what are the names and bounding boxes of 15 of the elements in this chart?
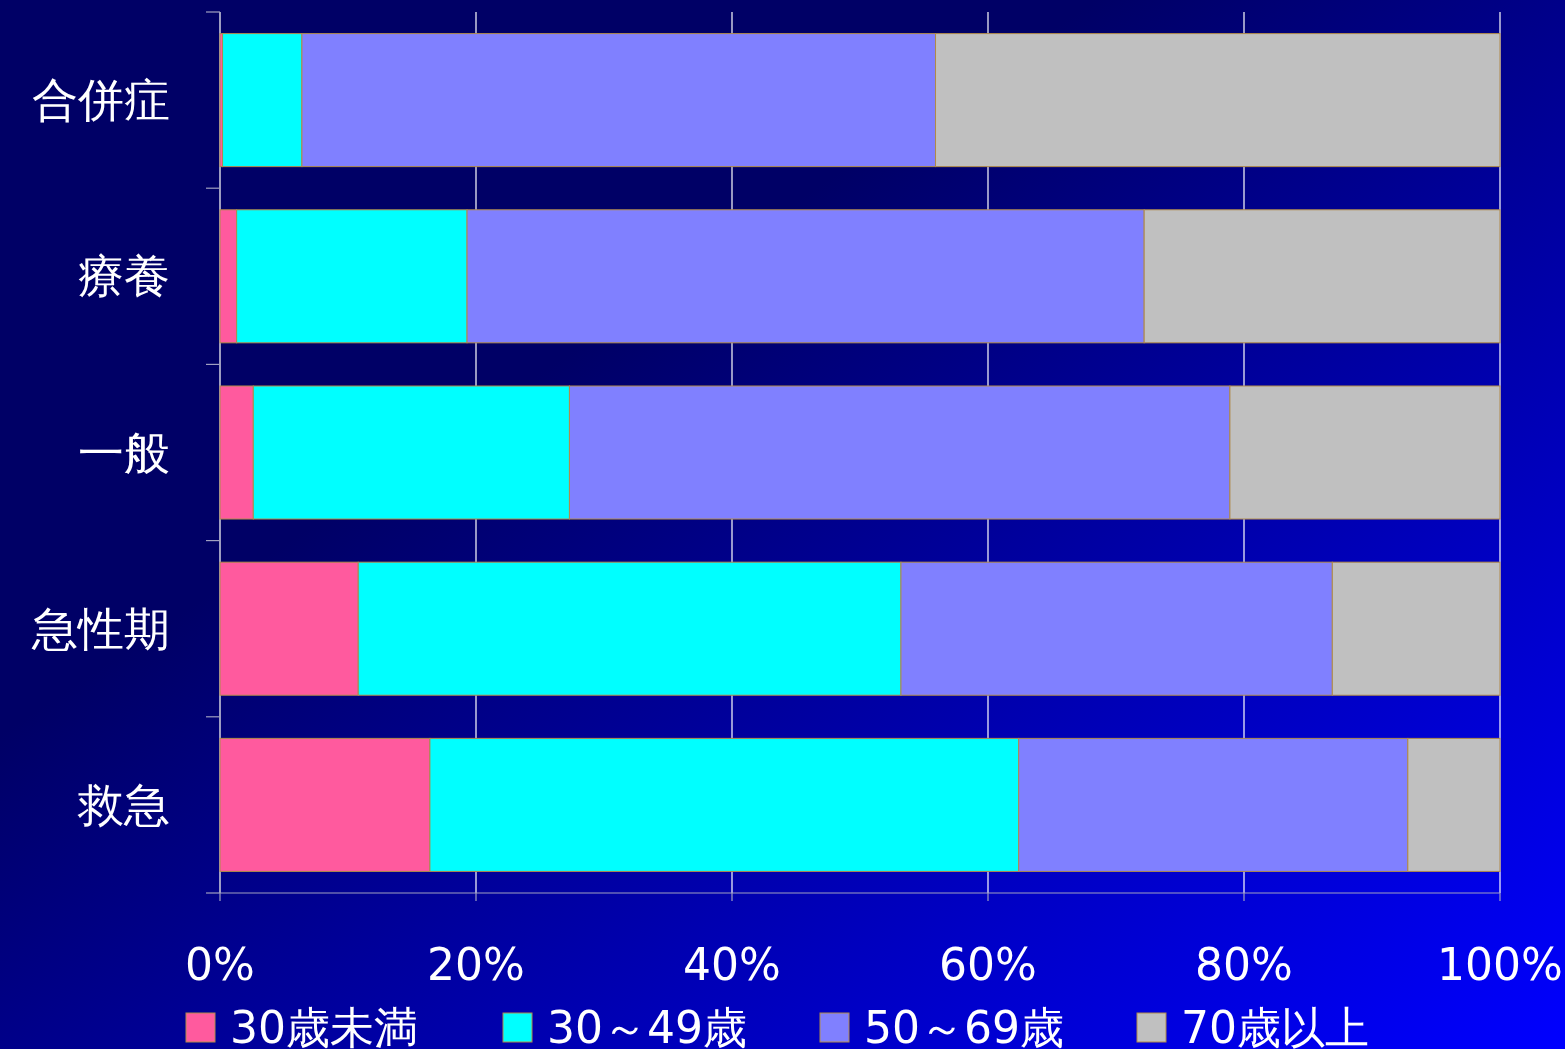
x-tick-label: 20%: [427, 939, 525, 990]
x-tick-label: 0%: [185, 939, 255, 990]
legend-label: 50～69歳: [864, 1002, 1064, 1049]
x-tick-label: 60%: [939, 939, 1037, 990]
x-tick-label: 40%: [683, 939, 781, 990]
y-tick-label: 療養: [78, 249, 170, 304]
y-tick-label: 合併症: [32, 73, 170, 128]
x-tick-label: 80%: [1195, 939, 1293, 990]
x-tick-label: 100%: [1437, 939, 1563, 990]
legend-label: 70歳以上: [1181, 1002, 1369, 1049]
legend-label: 30歳未満: [230, 1002, 418, 1049]
y-tick-label: 救急: [77, 777, 170, 832]
y-tick-label: 一般: [78, 425, 170, 480]
legend-label: 30～49歳: [547, 1002, 747, 1049]
y-tick-label: 急性期: [31, 601, 170, 656]
